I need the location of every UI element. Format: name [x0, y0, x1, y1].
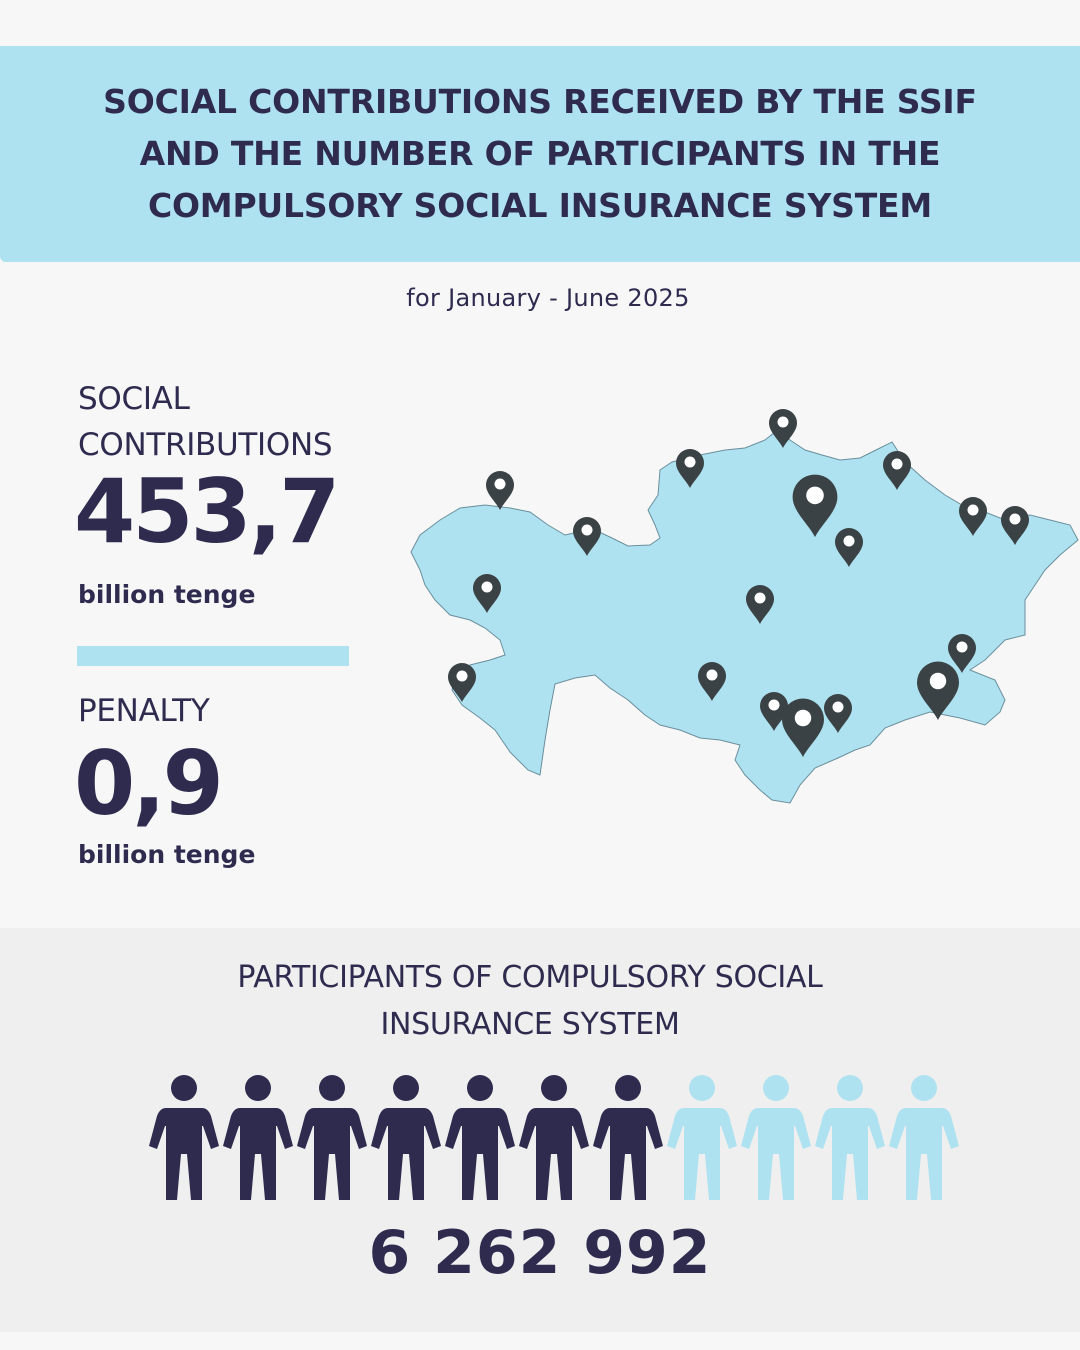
- contributions-label-line2: CONTRIBUTIONS: [78, 427, 333, 463]
- penalty-value: 0,9: [74, 732, 224, 835]
- map-pin-icon: [698, 662, 726, 701]
- page-title: SOCIAL CONTRIBUTIONS RECEIVED BY THE SSI…: [103, 82, 977, 225]
- people-icons: [148, 1074, 962, 1202]
- participants-total: 6 262 992: [368, 1218, 712, 1288]
- map-pin-icon: [448, 663, 476, 702]
- person-icon-filled: [519, 1075, 589, 1200]
- map-pin-icon: [835, 528, 863, 567]
- person-icon-filled: [223, 1075, 293, 1200]
- map-pin-icon: [782, 698, 824, 757]
- person-icon-filled: [593, 1075, 663, 1200]
- title-banner: SOCIAL CONTRIBUTIONS RECEIVED BY THE SSI…: [0, 46, 1080, 262]
- person-icon-filled: [445, 1075, 515, 1200]
- person-icon-light: [815, 1075, 885, 1200]
- participants-title-line1: PARTICIPANTS OF COMPULSORY SOCIAL: [237, 960, 823, 995]
- penalty-label: PENALTY: [78, 693, 210, 729]
- contributions-value: 453,7: [74, 460, 340, 563]
- map-pin-icon: [573, 517, 601, 556]
- map-pin-icon: [486, 471, 514, 510]
- map-pin-icon: [917, 661, 959, 720]
- map-pin-icon: [948, 634, 976, 673]
- map-pin-icon: [959, 497, 987, 536]
- person-icon-light: [741, 1075, 811, 1200]
- contributions-unit: billion tenge: [78, 580, 256, 609]
- map-pin-icon: [883, 451, 911, 490]
- map-pin-icon: [473, 574, 501, 613]
- person-icon-light: [667, 1075, 737, 1200]
- person-icon-light: [889, 1075, 959, 1200]
- participants-section: PARTICIPANTS OF COMPULSORY SOCIAL INSURA…: [0, 928, 1080, 1332]
- map-pin-icon: [792, 474, 838, 537]
- participants-title-line2: INSURANCE SYSTEM: [380, 1007, 680, 1042]
- map-pins: [448, 409, 1029, 757]
- person-icon-filled: [297, 1075, 367, 1200]
- kazakhstan-map: [400, 400, 1080, 810]
- map-of-kazakhstan-icon: [410, 409, 1079, 804]
- map-pin-icon: [824, 694, 852, 733]
- map-pin-icon: [760, 692, 788, 731]
- map-pin-icon: [1001, 506, 1029, 545]
- contributions-label-line1: SOCIAL: [78, 381, 190, 417]
- map-pin-icon: [746, 585, 774, 624]
- person-icon-filled: [371, 1075, 441, 1200]
- section-divider: [77, 646, 349, 666]
- person-icon-filled: [149, 1075, 219, 1200]
- people-icon-row: [149, 1075, 959, 1200]
- map-pin-icon: [676, 449, 704, 488]
- period-subtitle: for January - June 2025: [406, 284, 690, 312]
- penalty-unit: billion tenge: [78, 840, 256, 869]
- participants-title: PARTICIPANTS OF COMPULSORY SOCIAL INSURA…: [150, 954, 910, 1048]
- map-pin-icon: [769, 409, 797, 448]
- country-shape: [410, 431, 1079, 804]
